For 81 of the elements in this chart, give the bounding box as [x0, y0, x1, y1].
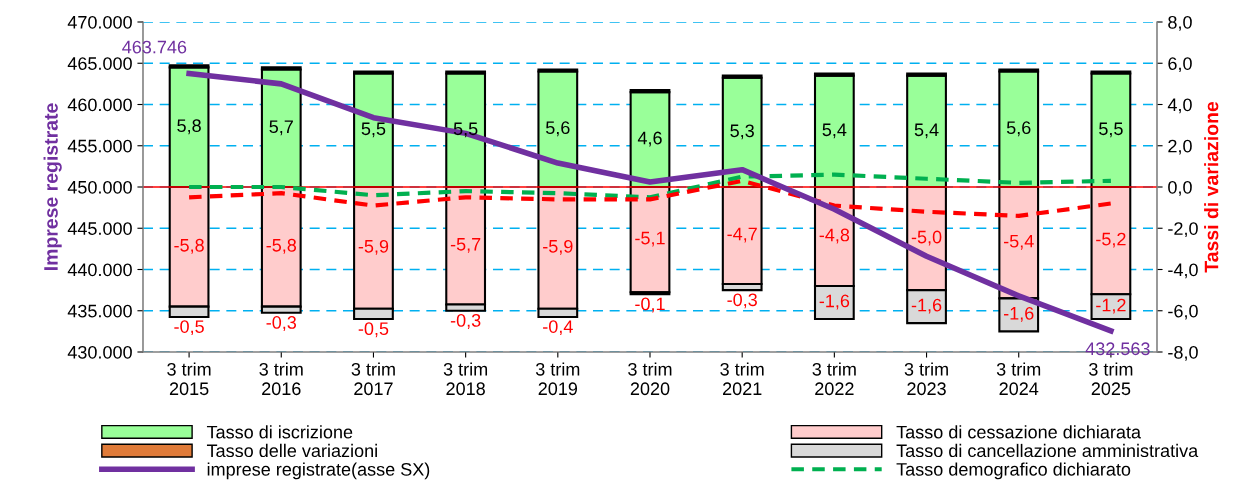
- data-label: 5,6: [1006, 121, 1031, 137]
- data-label: 5,5: [361, 122, 386, 138]
- data-label: -5,0: [911, 230, 942, 246]
- data-label: -5,9: [543, 239, 573, 255]
- data-label: -1,6: [1003, 306, 1034, 322]
- data-label: -0,3: [450, 314, 481, 329]
- x-tick-label: 3 trim 2022: [812, 362, 856, 396]
- x-tick-label: 3 trim 2025: [1089, 362, 1133, 396]
- data-label: 5,7: [269, 120, 293, 136]
- bar: [998, 70, 1040, 189]
- y2-tick-label: -2,0: [1168, 222, 1198, 238]
- data-label: 5,4: [914, 123, 939, 139]
- legend-label: imprese registrate(asse SX): [207, 462, 430, 480]
- data-label: -1,6: [911, 298, 942, 314]
- data-label: 5,8: [177, 119, 201, 135]
- data-label: -1,6: [819, 294, 850, 310]
- bar: [813, 74, 855, 189]
- annotation: 432.563: [1085, 342, 1150, 356]
- legend-label: Tasso delle variazioni: [206, 443, 377, 458]
- data-label: -0,1: [635, 297, 665, 313]
- y-tick-label: 465.000: [67, 57, 132, 70]
- y-tick-label: 435.000: [67, 304, 132, 318]
- data-label: -5,1: [635, 231, 665, 247]
- bar: [906, 74, 947, 189]
- data-label: 5,3: [730, 124, 754, 140]
- y2-tick-label: -6,0: [1168, 304, 1198, 320]
- x-tick-label: 3 trim 2023: [904, 362, 948, 396]
- data-label: -5,9: [358, 239, 389, 255]
- y-tick-label: 455.000: [67, 139, 132, 153]
- line-series: [187, 172, 1113, 200]
- y2-tick-label: 0,0: [1168, 180, 1192, 196]
- y2-tick-label: 2,0: [1168, 139, 1192, 155]
- y-tick-label: 440.000: [67, 263, 132, 277]
- x-tick-label: 3 trim 2020: [628, 362, 672, 396]
- data-label: -5,8: [266, 238, 297, 254]
- data-label: -5,8: [174, 238, 204, 254]
- legend-label: Tasso di cessazione dichiarata: [896, 425, 1142, 439]
- y2-tick-label: 4,0: [1167, 98, 1192, 114]
- data-label: -5,2: [1096, 232, 1126, 248]
- legend-label: Tasso demografico dichiarato: [896, 462, 1131, 480]
- legend-label: Tasso di cancellazione amministrativa: [896, 443, 1199, 458]
- y-tick-label: 460.000: [67, 98, 132, 112]
- x-tick-label: 3 trim 2016: [259, 362, 303, 396]
- y2-tick-label: 6,0: [1168, 57, 1192, 73]
- x-tick-label: 3 trim 2024: [996, 362, 1041, 396]
- data-label: -0,5: [358, 322, 389, 338]
- y2-tick-label: 8,0: [1168, 15, 1192, 31]
- data-label: -4,8: [819, 228, 850, 244]
- bar: [445, 72, 487, 189]
- y-tick-label: 430.000: [67, 345, 132, 359]
- y2-tick-label: -4,0: [1168, 263, 1198, 279]
- data-label: 4,6: [637, 131, 662, 147]
- data-label: -0,3: [727, 293, 757, 309]
- x-tick-label: 3 trim 2017: [351, 362, 395, 396]
- data-label: -5,7: [450, 238, 481, 253]
- x-tick-label: 3 trim 2019: [535, 362, 580, 396]
- bar: [1090, 72, 1132, 189]
- data-label: -5,4: [1003, 234, 1034, 250]
- data-label: -4,7: [727, 227, 757, 243]
- data-label: 5,4: [822, 123, 847, 139]
- y-axis-title: Imprese registrate: [43, 103, 62, 270]
- y-tick-label: 450.000: [67, 180, 132, 194]
- x-tick-label: 3 trim 2018: [443, 362, 488, 396]
- x-tick-label: 3 trim 2015: [167, 362, 211, 396]
- bar: [537, 70, 579, 189]
- x-tick-label: 3 trim 2021: [720, 362, 764, 396]
- y2-axis-title: Tassi di variazione: [1204, 101, 1219, 273]
- data-label: 5,5: [1099, 122, 1123, 138]
- y2-tick-label: -8,0: [1168, 345, 1198, 361]
- legend-label: Tasso di iscrizione: [206, 425, 353, 439]
- data-label: -1,2: [1096, 298, 1126, 314]
- data-label: -0,5: [174, 320, 204, 336]
- data-label: -0,3: [266, 316, 297, 331]
- bar: [260, 68, 302, 189]
- y-tick-label: 470.000: [67, 15, 132, 29]
- bar: [168, 66, 210, 189]
- data-label: -0,4: [543, 320, 573, 336]
- y-tick-label: 445.000: [67, 222, 132, 235]
- bar: [353, 72, 394, 189]
- annotation: 463.746: [122, 40, 187, 54]
- data-label: 5,6: [545, 121, 570, 137]
